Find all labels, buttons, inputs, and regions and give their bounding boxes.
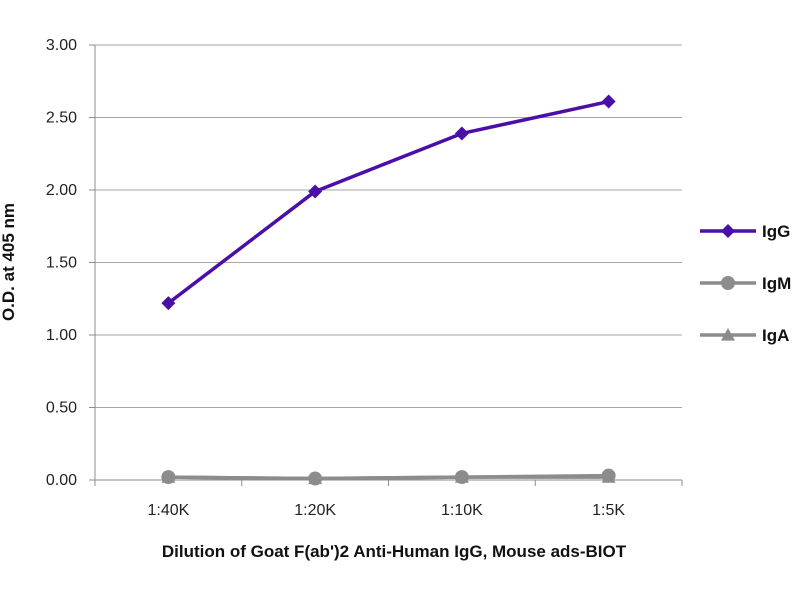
legend-label: IgM <box>762 274 791 293</box>
y-tick-label: 2.50 <box>46 110 77 127</box>
y-tick-label: 1.50 <box>46 255 77 272</box>
legend-item-iga: IgA <box>700 326 789 345</box>
legend-marker <box>721 328 735 341</box>
y-tick-label: 1.00 <box>46 327 77 344</box>
y-tick-label: 0.00 <box>46 472 77 489</box>
x-tick-label: 1:20K <box>294 502 336 519</box>
legend-label: IgA <box>762 326 789 345</box>
data-point <box>161 470 176 485</box>
y-tick-label: 2.00 <box>46 182 77 199</box>
data-point <box>308 184 323 199</box>
data-point <box>308 471 323 486</box>
data-point <box>601 94 616 109</box>
legend: IgG IgM IgA <box>700 222 791 345</box>
legend-item-igm: IgM <box>700 274 791 293</box>
axes: 0.00 0.50 1.00 1.50 2.00 2.50 3.00 1:40K 1:20K 1:… <box>46 37 683 519</box>
series-igg <box>161 94 616 311</box>
y-tick-label: 0.50 <box>46 400 77 417</box>
x-tick-label: 1:10K <box>441 502 483 519</box>
y-axis-title: O.D. at 405 nm <box>0 203 18 321</box>
data-point <box>161 296 176 311</box>
data-point <box>454 470 469 485</box>
series-line <box>168 473 609 481</box>
x-tick-label: 1:40K <box>147 502 189 519</box>
legend-marker <box>721 276 735 290</box>
data-point <box>601 468 616 483</box>
series-igm <box>161 468 616 486</box>
gridlines <box>95 44 682 408</box>
x-tick-label: 1:5K <box>592 502 625 519</box>
legend-label: IgG <box>762 222 790 241</box>
series-line <box>167 99 609 305</box>
legend-marker <box>721 224 735 238</box>
data-point <box>454 126 469 141</box>
y-tick-label: 3.00 <box>46 37 77 54</box>
legend-item-igg: IgG <box>700 222 790 241</box>
series-group <box>161 94 616 486</box>
x-axis-title: Dilution of Goat F(ab')2 Anti-Human IgG,… <box>162 542 627 561</box>
